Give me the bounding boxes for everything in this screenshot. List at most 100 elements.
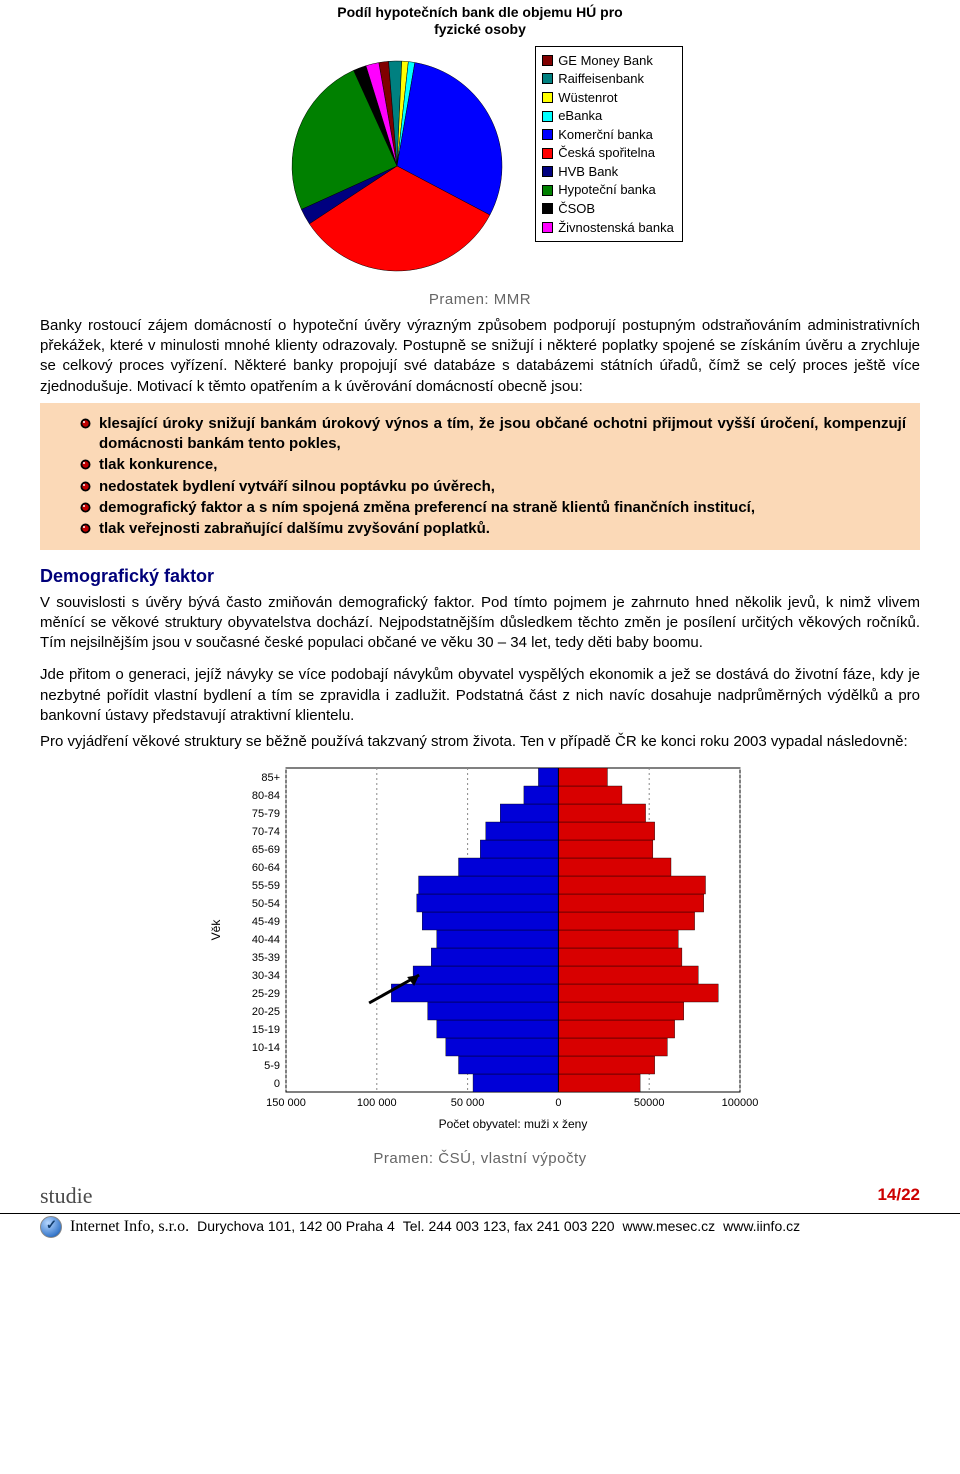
paragraph-4: Pro vyjádření věkové struktury se běžně … <box>40 732 920 752</box>
pyramid-bar-female <box>558 822 654 840</box>
legend-label: Raiffeisenbank <box>558 70 644 88</box>
pyramid-bar-male <box>413 966 558 984</box>
bullet-icon <box>80 459 91 470</box>
legend-row: GE Money Bank <box>542 52 674 70</box>
legend-row: Hypoteční banka <box>542 181 674 199</box>
pyramid-bar-male <box>500 804 558 822</box>
bullet-icon <box>80 481 91 492</box>
bullet-text: tlak veřejnosti zabraňující dalšímu zvyš… <box>99 519 490 539</box>
pyramid-bar-male <box>422 912 558 930</box>
ytick-label: 65-69 <box>252 844 280 856</box>
pyramid-bar-male <box>473 1074 558 1092</box>
legend-swatch <box>542 111 553 122</box>
legend-row: HVB Bank <box>542 163 674 181</box>
legend-label: GE Money Bank <box>558 52 653 70</box>
legend-swatch <box>542 166 553 177</box>
pyramid-bar-male <box>486 822 559 840</box>
legend-row: Komerční banka <box>542 126 674 144</box>
pie-title-line1: Podíl hypotečních bank dle objemu HÚ pro <box>337 4 622 20</box>
pyramid-bar-female <box>558 966 698 984</box>
pyramid-bar-female <box>558 858 671 876</box>
pyramid-ylabel: Věk <box>209 919 223 941</box>
legend-row: Raiffeisenbank <box>542 70 674 88</box>
pie-chart-title: Podíl hypotečních bank dle objemu HÚ pro… <box>40 4 920 38</box>
bullet-item: klesající úroky snižují bankám úrokový v… <box>80 414 906 455</box>
pyramid-bar-female <box>558 1002 683 1020</box>
legend-label: eBanka <box>558 107 602 125</box>
ytick-label: 60-64 <box>252 862 280 874</box>
globe-check-icon <box>40 1216 62 1238</box>
paragraph-2: V souvislosti s úvěry bývá často zmiňová… <box>40 593 920 654</box>
legend-label: Komerční banka <box>558 126 653 144</box>
ytick-label: 55-59 <box>252 880 280 892</box>
paragraph-1: Banky rostoucí zájem domácností o hypote… <box>40 316 920 397</box>
legend-swatch <box>542 222 553 233</box>
xtick-label: 0 <box>555 1097 561 1109</box>
pyramid-bar-male <box>480 840 558 858</box>
pyramid-bar-female <box>558 948 681 966</box>
footer-bar: studie 14/22 <box>0 1177 960 1214</box>
xtick-label: 50 000 <box>451 1097 485 1109</box>
legend-label: Wüstenrot <box>558 89 617 107</box>
legend-row: Česká spořitelna <box>542 144 674 162</box>
bullet-item: tlak konkurence, <box>80 455 906 475</box>
xtick-label: 50000 <box>634 1097 665 1109</box>
pyramid-xlabel: Počet obyvatel: muži x ženy <box>439 1117 588 1131</box>
pie-legend: GE Money BankRaiffeisenbankWüstenroteBan… <box>535 46 683 242</box>
pyramid-bar-female <box>558 804 645 822</box>
legend-swatch <box>542 148 553 159</box>
pyramid-bar-male <box>391 984 558 1002</box>
pyramid-bar-female <box>558 1074 640 1092</box>
section-heading: Demografický faktor <box>40 564 920 588</box>
footer-company: Internet Info, s.r.o. <box>70 1216 189 1238</box>
pyramid-bar-female <box>558 894 703 912</box>
legend-label: Živnostenská banka <box>558 219 674 237</box>
population-pyramid: 150 000100 00050 00005000010000005-910-1… <box>200 758 760 1138</box>
pyramid-bar-male <box>524 786 559 804</box>
pyramid-bar-male <box>538 768 558 786</box>
ytick-label: 20-25 <box>252 1006 280 1018</box>
pyramid-bar-male <box>446 1038 559 1056</box>
footer-studie: studie <box>40 1181 93 1211</box>
pyramid-bar-female <box>558 1020 674 1038</box>
xtick-label: 100 000 <box>357 1097 397 1109</box>
pyramid-bar-female <box>558 1038 667 1056</box>
legend-row: Wüstenrot <box>542 89 674 107</box>
legend-swatch <box>542 129 553 140</box>
footer-address: Durychova 101, 142 00 Praha 4 <box>197 1217 395 1236</box>
ytick-label: 70-74 <box>252 826 280 838</box>
legend-row: ČSOB <box>542 200 674 218</box>
pyramid-bar-male <box>459 858 559 876</box>
pyramid-bar-female <box>558 912 694 930</box>
footer-site1: www.mesec.cz <box>623 1217 716 1236</box>
bullet-text: demografický faktor a s ním spojená změn… <box>99 498 755 518</box>
bullet-text: nedostatek bydlení vytváří silnou poptáv… <box>99 477 495 497</box>
pyramid-bar-female <box>558 930 678 948</box>
bullet-icon <box>80 418 91 429</box>
ytick-label: 75-79 <box>252 808 280 820</box>
pie-chart <box>277 46 517 286</box>
pie-title-line2: fyzické osoby <box>434 21 526 37</box>
pyramid-bar-female <box>558 768 607 786</box>
legend-label: Česká spořitelna <box>558 144 655 162</box>
xtick-label: 100000 <box>722 1097 759 1109</box>
ytick-label: 45-49 <box>252 916 280 928</box>
ytick-label: 5-9 <box>264 1060 280 1072</box>
highlight-box: klesající úroky snižují bankám úrokový v… <box>40 403 920 551</box>
legend-label: HVB Bank <box>558 163 618 181</box>
footer-tel: Tel. 244 003 123, fax 241 003 220 <box>403 1217 615 1236</box>
legend-row: eBanka <box>542 107 674 125</box>
ytick-label: 85+ <box>261 772 280 784</box>
bullet-text: klesající úroky snižují bankám úrokový v… <box>99 414 906 455</box>
pyramid-bar-male <box>437 1020 559 1038</box>
ytick-label: 40-44 <box>252 934 280 946</box>
bullet-icon <box>80 523 91 534</box>
pyramid-bar-female <box>558 786 622 804</box>
ytick-label: 80-84 <box>252 790 280 802</box>
pyramid-bar-female <box>558 876 705 894</box>
pyramid-bar-male <box>417 894 559 912</box>
ytick-label: 35-39 <box>252 952 280 964</box>
footer-site2: www.iinfo.cz <box>723 1217 800 1236</box>
legend-label: Hypoteční banka <box>558 181 656 199</box>
legend-label: ČSOB <box>558 200 595 218</box>
